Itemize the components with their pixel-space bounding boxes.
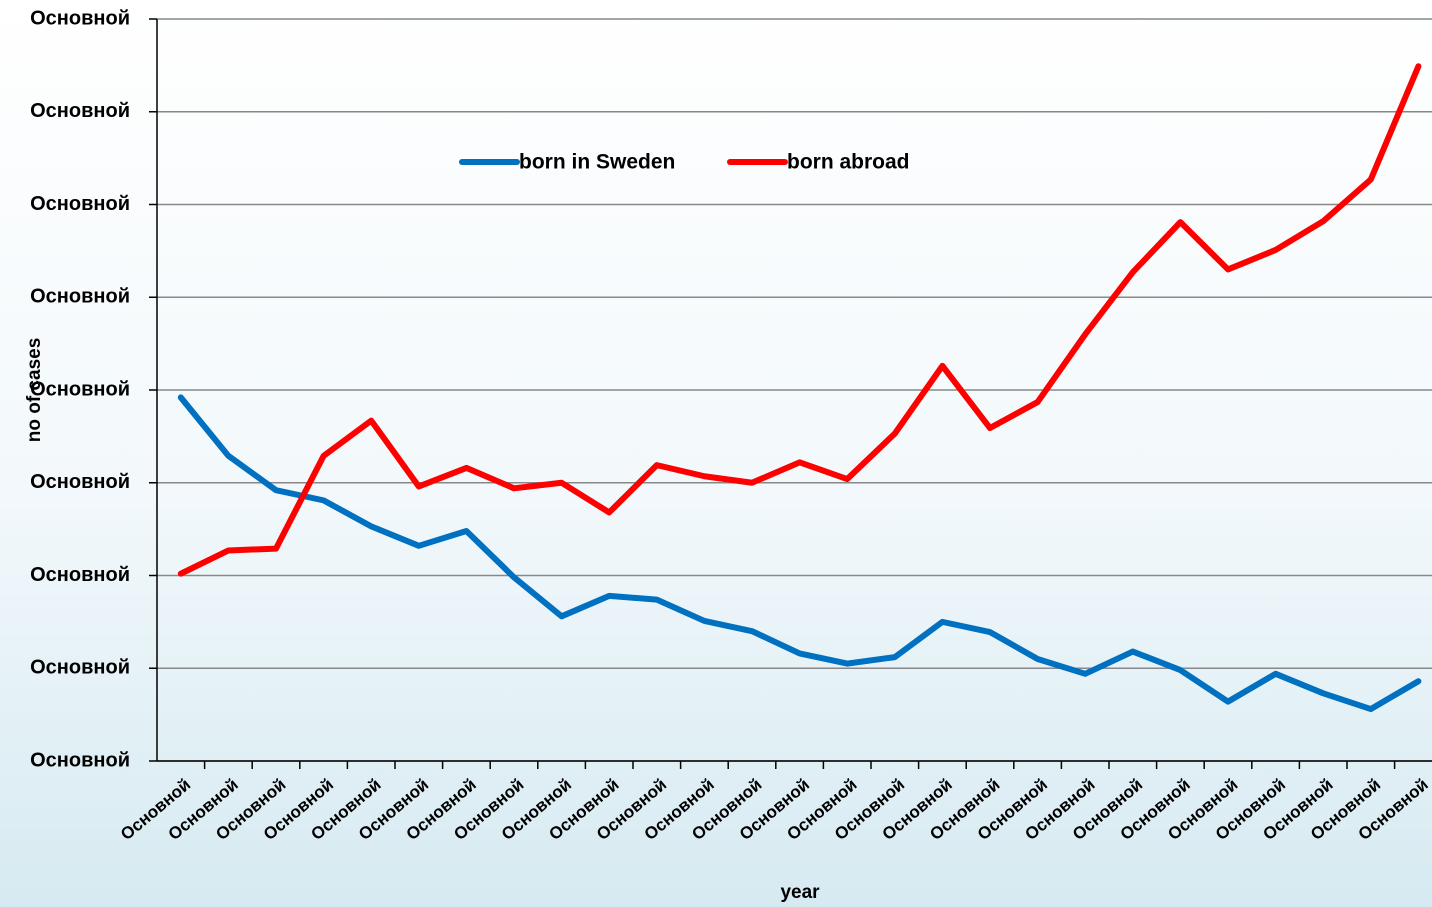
y-tick-label: Основной (30, 193, 130, 215)
y-tick-label: Основной (30, 564, 130, 586)
series-line (177, 63, 1422, 577)
y-tick-label: Основной (30, 7, 130, 29)
y-axis-title: no of cases (24, 338, 45, 443)
y-tick-label: Основной (30, 378, 130, 400)
legend-label: born in Sweden (519, 151, 675, 174)
y-tick-label: Основной (30, 286, 130, 308)
legend-label: born abroad (787, 151, 910, 174)
y-tick-label: Основной (30, 471, 130, 493)
y-tick-label: Основной (30, 100, 130, 122)
y-tick-label: Основной (30, 657, 130, 679)
y-tick-label: Основной (30, 749, 130, 771)
x-axis-title: year (780, 882, 820, 903)
series-line (177, 394, 1422, 713)
